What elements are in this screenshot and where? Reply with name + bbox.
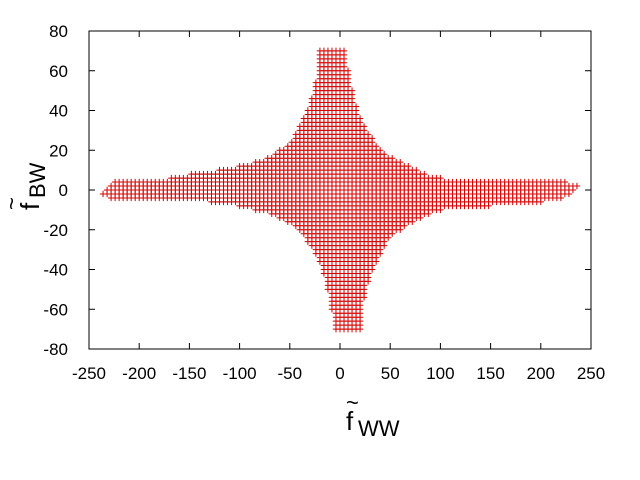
y-axis-label-sub: BW	[25, 162, 50, 198]
data-point	[372, 143, 380, 150]
y-tick-label: 40	[49, 102, 68, 121]
x-tick-label: -250	[72, 364, 106, 383]
y-tick-label: 0	[59, 181, 68, 200]
data-point	[573, 182, 581, 190]
data-point	[368, 135, 376, 142]
x-tick-label: -100	[223, 364, 257, 383]
x-tick-label: 0	[335, 364, 344, 383]
data-point	[340, 47, 348, 55]
data-point	[360, 123, 368, 130]
data-point	[397, 158, 404, 166]
x-tick-label: 100	[426, 364, 454, 383]
axis-ticks	[88, 30, 592, 350]
x-tick-label: 50	[381, 364, 400, 383]
data-point	[380, 151, 388, 158]
data-points	[99, 47, 581, 333]
y-tick-label: 20	[49, 141, 68, 160]
x-tick-label: -150	[172, 364, 206, 383]
x-tick-label: 200	[527, 364, 555, 383]
x-axis-label-sub: WW	[358, 416, 400, 441]
data-point	[376, 147, 384, 154]
x-tick-labels: -250 -200 -150 -100 -50 0 50 100 150 200 250	[72, 364, 605, 383]
y-tick-label: 80	[49, 22, 68, 41]
y-tick-label: -80	[43, 340, 68, 359]
data-point	[389, 155, 396, 162]
data-point	[356, 115, 364, 122]
y-tick-label: -60	[43, 300, 68, 319]
y-tick-label: 60	[49, 62, 68, 81]
data-point	[405, 162, 412, 170]
data-point	[348, 87, 356, 94]
data-point	[364, 131, 372, 138]
data-point	[344, 67, 352, 74]
data-point	[413, 166, 420, 174]
y-tick-label: -40	[43, 261, 68, 280]
y-tick-label: -20	[43, 221, 68, 240]
x-axis-label-accent: ~	[346, 390, 359, 415]
y-axis-label-main: f	[15, 202, 45, 210]
x-tick-label: -50	[278, 364, 303, 383]
x-tick-label: 150	[476, 364, 504, 383]
x-axis-label: f ~ WW	[346, 390, 400, 441]
y-axis-label: f ~ BW	[0, 162, 50, 210]
x-tick-label: 250	[577, 364, 605, 383]
x-tick-label: -200	[122, 364, 156, 383]
data-point	[352, 103, 360, 110]
x-axis-label-main: f	[346, 406, 354, 436]
data-point	[437, 174, 444, 182]
data-point	[561, 178, 569, 186]
y-tick-labels: -80 -60 -40 -20 0 20 40 60 80	[43, 22, 68, 359]
y-axis-label-accent: ~	[0, 197, 24, 210]
data-point	[421, 170, 428, 178]
